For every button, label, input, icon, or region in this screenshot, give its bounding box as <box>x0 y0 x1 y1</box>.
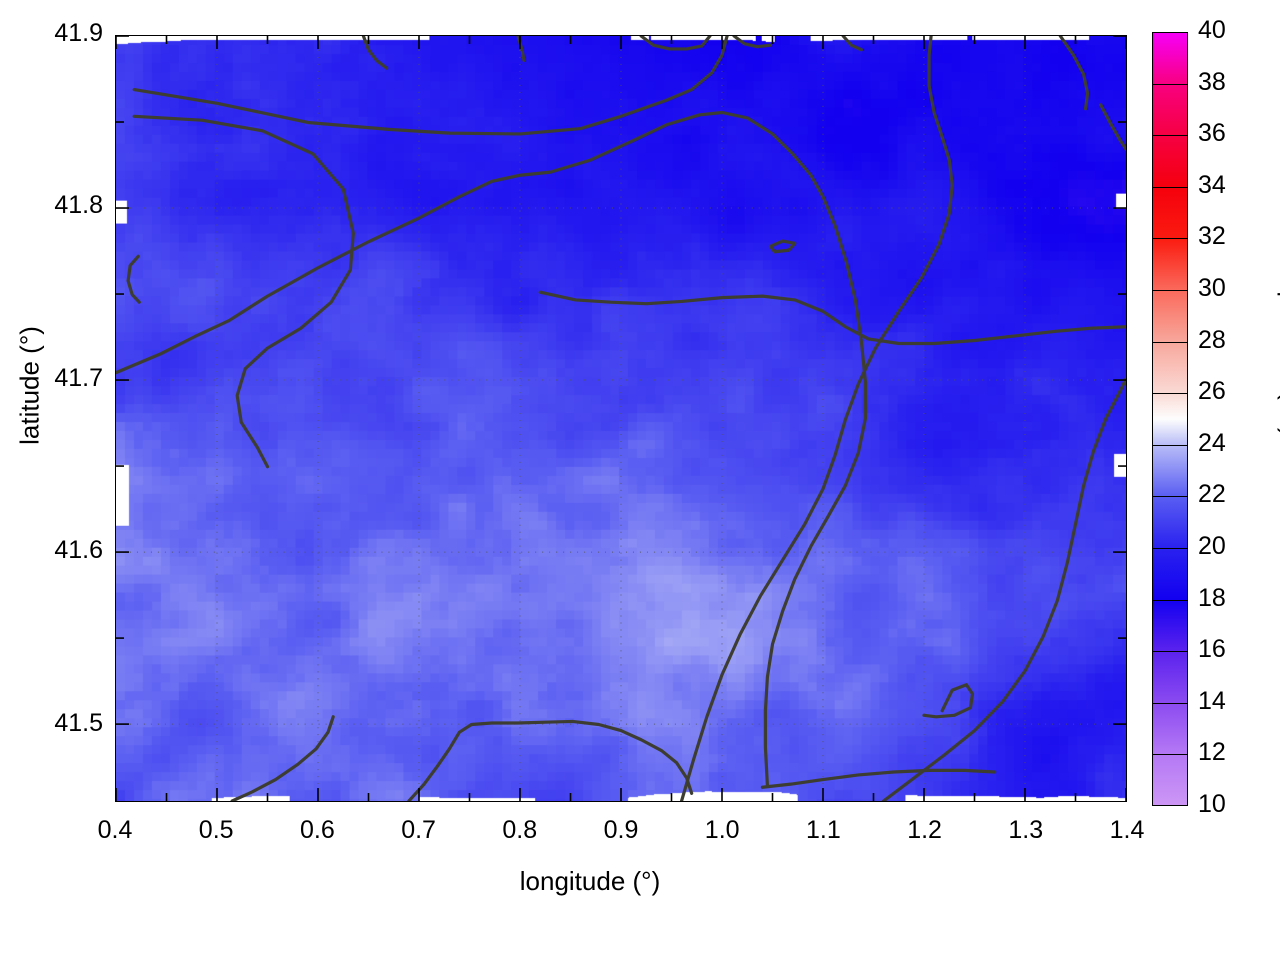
colorbar-tick-label: 10 <box>1198 790 1226 818</box>
colorbar-title: 50m-temperature (°C) <box>1276 192 1280 437</box>
y-tick-label: 41.6 <box>54 536 103 565</box>
colorbar-tick-label: 18 <box>1198 583 1226 612</box>
colorbar-tick-mark <box>1152 238 1188 240</box>
y-tick-label: 41.5 <box>54 708 103 737</box>
x-tick-label: 1.2 <box>907 816 942 844</box>
colorbar-tick-label: 28 <box>1198 325 1226 354</box>
y-axis-title: latitude (°) <box>14 326 45 445</box>
colorbar-tick-mark <box>1152 702 1188 704</box>
x-tick-label: 0.9 <box>603 816 639 844</box>
colorbar-tick-label: 16 <box>1198 635 1226 664</box>
colorbar-tick-label: 32 <box>1198 222 1226 251</box>
colorbar-tick-label: 40 <box>1198 16 1226 44</box>
colorbar-tick-mark <box>1152 83 1188 85</box>
colorbar-tick-mark <box>1152 651 1188 653</box>
colorbar-tick-mark <box>1152 496 1188 498</box>
temperature-raster <box>116 36 1126 801</box>
colorbar-tick-mark <box>1152 393 1188 395</box>
colorbar-tick-mark <box>1152 548 1188 549</box>
colorbar-tick-mark <box>1152 186 1188 188</box>
colorbar-tick-label: 36 <box>1198 119 1226 148</box>
x-tick-label: 0.7 <box>401 816 436 844</box>
x-tick-label: 1.0 <box>704 816 740 844</box>
gridlines <box>116 36 1126 801</box>
x-tick-label: 0.4 <box>97 816 133 844</box>
y-tick-label: 41.8 <box>54 191 103 220</box>
colorbar-tick-mark <box>1152 599 1188 601</box>
x-tick-label: 1.4 <box>1109 816 1145 844</box>
x-tick-label: 1.3 <box>1008 816 1044 844</box>
y-tick-label: 41.7 <box>54 363 103 392</box>
x-tick-label: 1.1 <box>806 816 841 844</box>
colorbar-tick-label: 26 <box>1198 377 1226 406</box>
colorbar-tick-mark <box>1152 341 1188 343</box>
x-tick-label: 0.8 <box>502 816 538 844</box>
contour-and-grid-overlay <box>116 36 1126 801</box>
colorbar-tick-mark <box>1152 444 1188 446</box>
x-tick-label: 0.5 <box>198 816 234 844</box>
colorbar <box>1152 32 1188 806</box>
colorbar-tick-label: 24 <box>1198 428 1226 457</box>
colorbar-tick-label: 34 <box>1198 170 1226 199</box>
colorbar-tick-mark <box>1152 135 1188 137</box>
y-tick-label: 41.9 <box>54 19 103 47</box>
axis-tick-marks <box>116 36 1126 801</box>
colorbar-tick-label: 22 <box>1198 480 1226 509</box>
colorbar-tick-mark <box>1152 290 1188 291</box>
x-axis-title: longitude (°) <box>519 866 661 896</box>
colorbar-tick-mark <box>1152 754 1188 756</box>
x-tick-label: 0.6 <box>300 816 335 844</box>
colorbar-tick-label: 12 <box>1198 738 1226 767</box>
colorbar-tick-label: 14 <box>1198 686 1226 715</box>
colorbar-tick-label: 30 <box>1198 274 1226 302</box>
plot-area <box>115 35 1127 802</box>
contour-lines <box>116 36 1126 801</box>
colorbar-gradient <box>1152 32 1188 806</box>
colorbar-tick-label: 20 <box>1198 532 1226 560</box>
colorbar-tick-label: 38 <box>1198 67 1226 96</box>
